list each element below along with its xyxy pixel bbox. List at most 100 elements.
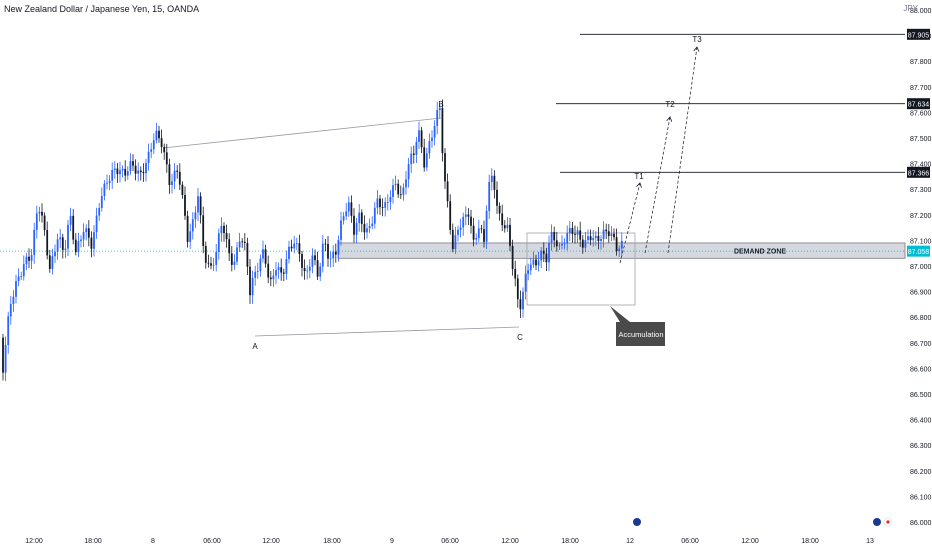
candle-body: [340, 220, 342, 241]
y-tick-label: 87.100: [910, 238, 932, 245]
candle-body: [488, 181, 491, 211]
candle-body: [238, 241, 241, 248]
candle-body: [337, 240, 340, 255]
y-tick-label: 86.500: [910, 392, 932, 399]
candle-body: [366, 228, 368, 233]
y-tick-label: 87.000: [910, 264, 932, 271]
candle-body: [124, 168, 127, 176]
candle-body: [272, 275, 275, 280]
candle-body: [210, 263, 212, 266]
y-tick-label: 86.800: [910, 315, 932, 322]
x-tick-label: 06:00: [681, 538, 699, 545]
candle-body: [319, 266, 322, 277]
candle-body: [132, 161, 134, 166]
candle-body: [412, 153, 415, 155]
candle-body: [345, 211, 348, 217]
candle-body: [415, 141, 418, 155]
price-tag-label: 87.366: [908, 170, 930, 177]
projection-arrow: [619, 182, 641, 264]
candle-body: [46, 230, 49, 256]
projection-arrowhead: [666, 116, 673, 122]
candle-body: [553, 232, 556, 241]
swing-point-label: A: [252, 342, 258, 351]
candle-body: [535, 259, 537, 266]
candle-body: [119, 170, 121, 175]
candle-body: [540, 250, 543, 261]
candle-body: [506, 224, 509, 229]
candle-body: [355, 223, 358, 235]
candle-body: [30, 255, 33, 261]
candle-body: [373, 207, 376, 224]
candle-body: [80, 239, 82, 242]
candle-body: [384, 202, 387, 208]
candle-body: [613, 233, 615, 238]
candle-body: [137, 170, 140, 174]
candle-body: [100, 196, 103, 208]
candle-body: [308, 266, 311, 271]
candle-body: [472, 225, 475, 240]
candle-body: [108, 180, 111, 183]
candle-body: [607, 231, 610, 237]
candle-body: [379, 198, 381, 208]
candle-body: [204, 245, 207, 263]
candle-body: [212, 264, 215, 266]
candle-body: [90, 237, 93, 249]
candle-body: [397, 183, 400, 195]
candle-body: [116, 168, 119, 175]
candle-body: [176, 170, 179, 172]
y-tick-label: 86.300: [910, 443, 932, 450]
candle-body: [217, 233, 220, 252]
candle-body: [576, 230, 579, 235]
x-tick-label: 12:00: [501, 538, 519, 545]
candle-body: [511, 245, 514, 270]
y-tick-label: 87.500: [910, 136, 932, 143]
candle-body: [54, 251, 56, 257]
candle-body: [2, 337, 4, 373]
candle-body: [33, 229, 36, 256]
candle-body: [202, 215, 205, 246]
candle-body: [165, 152, 168, 165]
candle-body: [56, 239, 59, 252]
candle-body: [48, 255, 51, 269]
candle-body: [537, 260, 540, 266]
candle-body: [82, 232, 85, 240]
candle-body: [581, 239, 584, 248]
projection-arrow: [667, 46, 698, 254]
candle-body: [584, 240, 587, 248]
candle-body: [111, 169, 114, 181]
candle-body: [59, 237, 62, 240]
x-tick-label: 12:00: [262, 538, 280, 545]
candle-body: [103, 183, 106, 197]
candle-body: [7, 316, 10, 346]
candle-body: [288, 246, 290, 260]
swing-point-label: B: [438, 100, 443, 109]
candle-body: [358, 212, 361, 224]
candle-body: [43, 215, 46, 231]
candle-body: [282, 272, 285, 274]
candle-body: [121, 168, 124, 171]
candle-body: [334, 251, 337, 255]
candle-body: [150, 149, 153, 152]
candle-body: [25, 256, 28, 265]
candle-body: [371, 223, 374, 227]
x-tick-label: 18:00: [561, 538, 579, 545]
candle-body: [381, 207, 384, 208]
candle-body: [420, 130, 423, 148]
candle-body: [35, 213, 38, 230]
candle-body: [501, 213, 504, 226]
candle-body: [477, 228, 480, 239]
candle-body: [225, 233, 228, 240]
candle-body: [298, 243, 301, 255]
candle-body: [155, 130, 158, 141]
price-tag-label: 87.905: [908, 32, 930, 39]
candle-body: [327, 243, 329, 259]
candle-body: [425, 153, 428, 168]
candle-body: [350, 202, 353, 216]
candle-body: [428, 140, 431, 154]
y-tick-label: 88.000: [910, 8, 932, 15]
candle-body: [77, 241, 80, 253]
candle-body: [451, 229, 454, 250]
candle-body: [563, 243, 566, 245]
